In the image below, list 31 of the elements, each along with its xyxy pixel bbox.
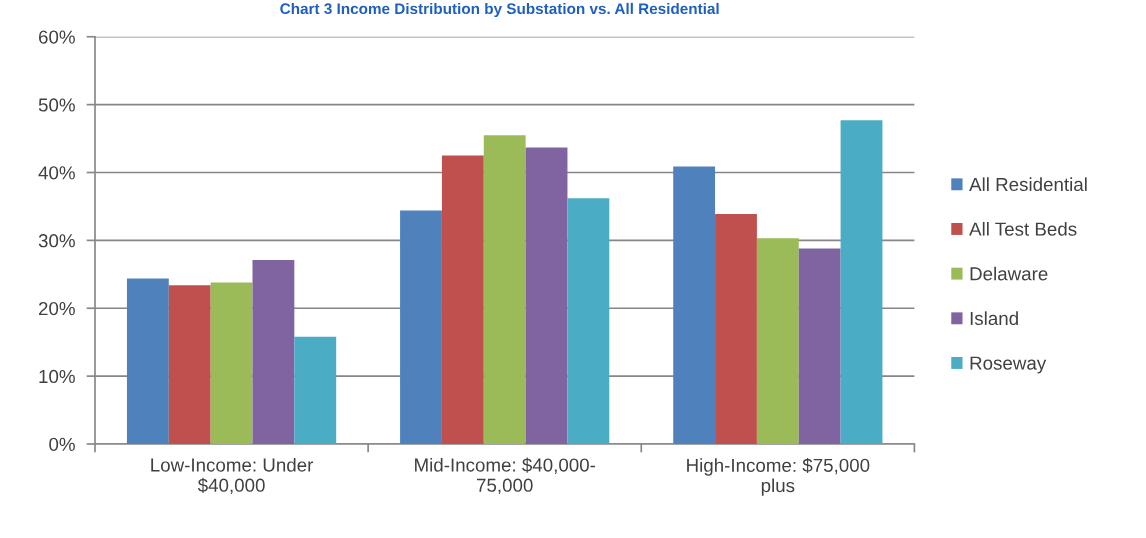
- bar: [798, 248, 841, 445]
- bar: [525, 147, 568, 445]
- bar: [126, 278, 169, 445]
- legend-label: Island: [970, 311, 1018, 326]
- y-tick-label: 50%: [38, 98, 75, 112]
- legend-label: Delaware: [970, 266, 1048, 281]
- y-tick-label: 30%: [38, 234, 75, 248]
- bar: [840, 120, 883, 445]
- bar: [400, 210, 442, 445]
- x-tick-label: Low-Income: Under $40,000: [151, 457, 314, 495]
- bar: [756, 238, 799, 445]
- bar: [673, 166, 716, 445]
- bar: [210, 282, 253, 445]
- bar: [294, 336, 337, 445]
- legend-label: All Residential: [969, 177, 1087, 192]
- bar: [715, 213, 757, 445]
- x-tick-label: Mid-Income: $40,000- 75,000: [415, 457, 596, 495]
- bar: [483, 135, 526, 445]
- y-tick-label: 60%: [38, 30, 75, 44]
- bar: [168, 285, 211, 445]
- bar: [441, 155, 484, 445]
- y-tick-label: 10%: [39, 369, 75, 384]
- bar: [252, 260, 295, 445]
- bar: [567, 198, 610, 445]
- legend-label: Roseway: [970, 356, 1047, 374]
- chart-title: Chart 3 Income Distribution by Substation vs. All Residential: [280, 2, 719, 18]
- y-tick-label: 0%: [49, 437, 75, 451]
- x-tick-label: High-Income: $75,000 plus: [687, 457, 870, 496]
- y-tick-label: 40%: [38, 166, 75, 180]
- y-tick-label: 20%: [38, 301, 75, 316]
- legend-label: All Test Beds: [969, 222, 1077, 236]
